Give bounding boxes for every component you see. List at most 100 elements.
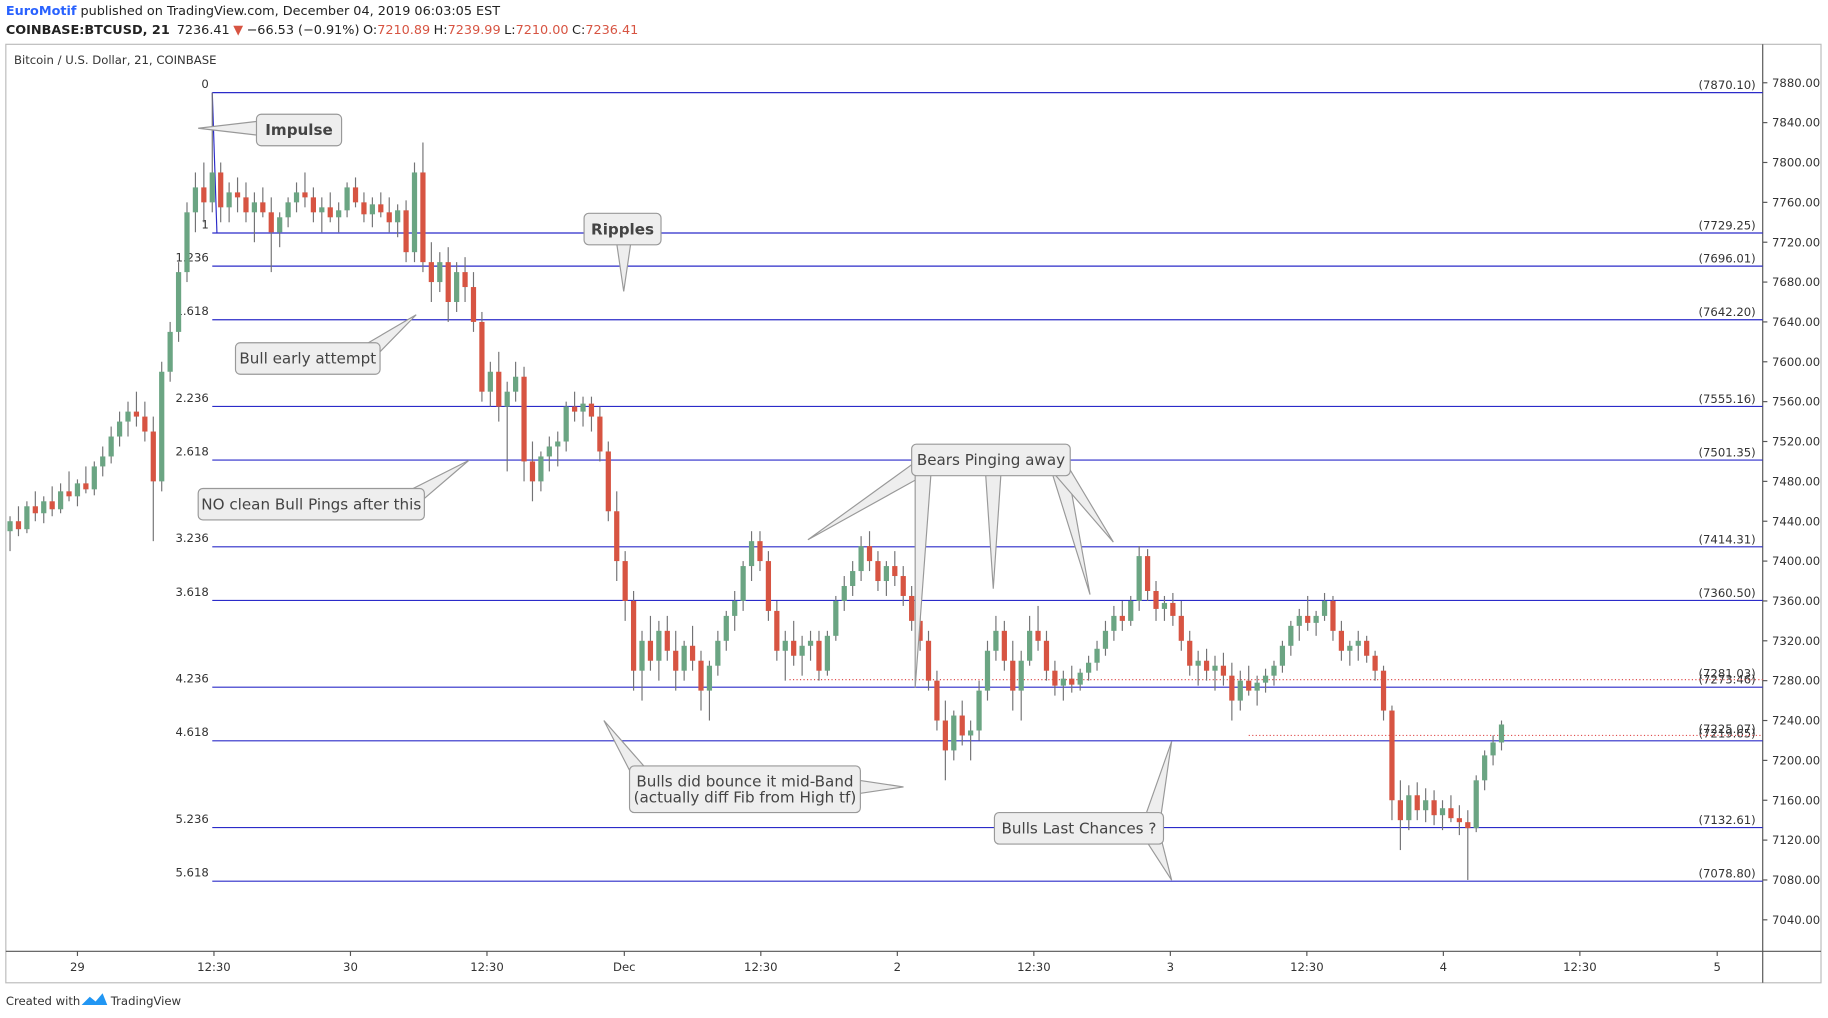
candle-body <box>1060 678 1066 686</box>
candle-body <box>336 210 342 218</box>
candle-body <box>1439 808 1446 816</box>
candle-body <box>715 640 721 666</box>
y-tick-label: 7200.00 <box>1772 753 1820 767</box>
candle-body <box>605 451 611 512</box>
callout-box <box>628 765 861 814</box>
candle-body <box>125 411 131 422</box>
candle-body <box>1111 615 1117 631</box>
callout: Bears Pinging away <box>807 443 1114 688</box>
candle-body <box>833 600 839 636</box>
candle-body <box>858 546 864 572</box>
candle-body <box>49 501 55 510</box>
candle-body <box>437 262 443 283</box>
footer-created: Created with <box>6 994 80 1008</box>
callout-box <box>255 113 343 147</box>
candle-body <box>1136 556 1142 601</box>
candle-body <box>41 501 47 514</box>
y-tick-label: 7400.00 <box>1772 554 1820 568</box>
footer-brand[interactable]: TradingView <box>110 994 182 1008</box>
candle-body <box>1094 648 1100 663</box>
candle-body <box>824 635 831 671</box>
candle-body <box>1347 645 1353 651</box>
y-tick-label: 7880.00 <box>1772 76 1820 90</box>
candle-body <box>277 217 283 233</box>
fib-price: (7729.25) <box>1698 218 1755 232</box>
callout-box <box>583 212 662 246</box>
candle-body <box>1085 662 1092 673</box>
candle-body <box>386 212 392 223</box>
price: 7236.41 <box>177 23 230 38</box>
y-tick-label: 7840.00 <box>1772 116 1820 130</box>
candle-body <box>1035 630 1041 641</box>
candle-body <box>521 376 527 462</box>
candle-body <box>1102 630 1109 649</box>
candle-body <box>799 645 805 656</box>
c-label: C: <box>572 23 585 38</box>
candle-body <box>1077 672 1083 685</box>
callout-text: Ripples <box>591 220 654 238</box>
candle-body <box>571 406 578 412</box>
y-tick-label: 7720.00 <box>1772 235 1820 249</box>
candle-body <box>993 630 999 651</box>
candle-body <box>226 192 232 208</box>
author[interactable]: EuroMotif <box>6 4 77 19</box>
h-label: H: <box>434 23 448 38</box>
candle-body <box>1490 742 1496 756</box>
candle-body <box>496 371 502 407</box>
candle-body <box>1321 600 1328 616</box>
fib-price: (7414.31) <box>1698 532 1755 546</box>
candle-body <box>167 331 173 372</box>
fib-ratio: 1 <box>201 217 208 231</box>
candle-body <box>647 640 654 661</box>
callout-box <box>197 487 425 521</box>
x-tick-label: 2 <box>894 960 901 974</box>
callout-text: Impulse <box>265 121 333 139</box>
level-price: (7225.07) <box>1698 722 1755 736</box>
candle-body <box>1380 670 1387 711</box>
candle-body <box>513 376 519 392</box>
candle-body <box>689 645 696 661</box>
candle-body <box>1330 600 1336 631</box>
y-tick-label: 7320.00 <box>1772 634 1820 648</box>
candle-body <box>765 561 772 611</box>
candle-body <box>529 461 536 482</box>
x-tick-label: 3 <box>1167 960 1174 974</box>
candle-body <box>580 403 586 412</box>
candle-body <box>1279 645 1286 666</box>
fib-ratio: 1.618 <box>175 304 208 318</box>
candle-body <box>395 210 401 223</box>
y-tick-label: 7160.00 <box>1772 793 1820 807</box>
candle-body <box>1212 665 1218 671</box>
candle-body <box>504 391 510 407</box>
candle-body <box>218 172 224 208</box>
candle-body <box>614 511 620 562</box>
fib-price: (7078.80) <box>1698 867 1755 881</box>
candle-body <box>344 187 350 211</box>
candle-body <box>782 640 788 651</box>
y-tick-label: 7640.00 <box>1772 315 1820 329</box>
candle-body <box>681 645 687 671</box>
level-price: (7281.03) <box>1698 666 1755 680</box>
fib-price: (7219.65) <box>1698 726 1755 740</box>
fib-ratio: 3.618 <box>175 585 208 599</box>
candle-body <box>159 371 165 482</box>
candle-body <box>1296 615 1302 626</box>
fib-price: (7870.10) <box>1698 78 1755 92</box>
y-tick-label: 7080.00 <box>1772 873 1820 887</box>
y-tick-label: 7280.00 <box>1772 674 1820 688</box>
candle-body <box>133 411 140 417</box>
y-tick-label: 7760.00 <box>1772 195 1820 209</box>
candle-body <box>673 650 679 671</box>
candle-body <box>184 212 190 273</box>
plot: 7040.00 7080.00 7120.00 7160.00 7200.00 7240.… <box>7 76 1820 974</box>
fib-price: (7696.01) <box>1698 252 1755 266</box>
candle-body <box>411 172 418 253</box>
candle-body <box>428 262 434 283</box>
candle-body <box>656 630 662 661</box>
x-tick-label: 12:30 <box>197 960 231 974</box>
y-tick-label: 7560.00 <box>1772 395 1820 409</box>
candle-body <box>1144 556 1151 591</box>
logo <box>81 993 108 1005</box>
